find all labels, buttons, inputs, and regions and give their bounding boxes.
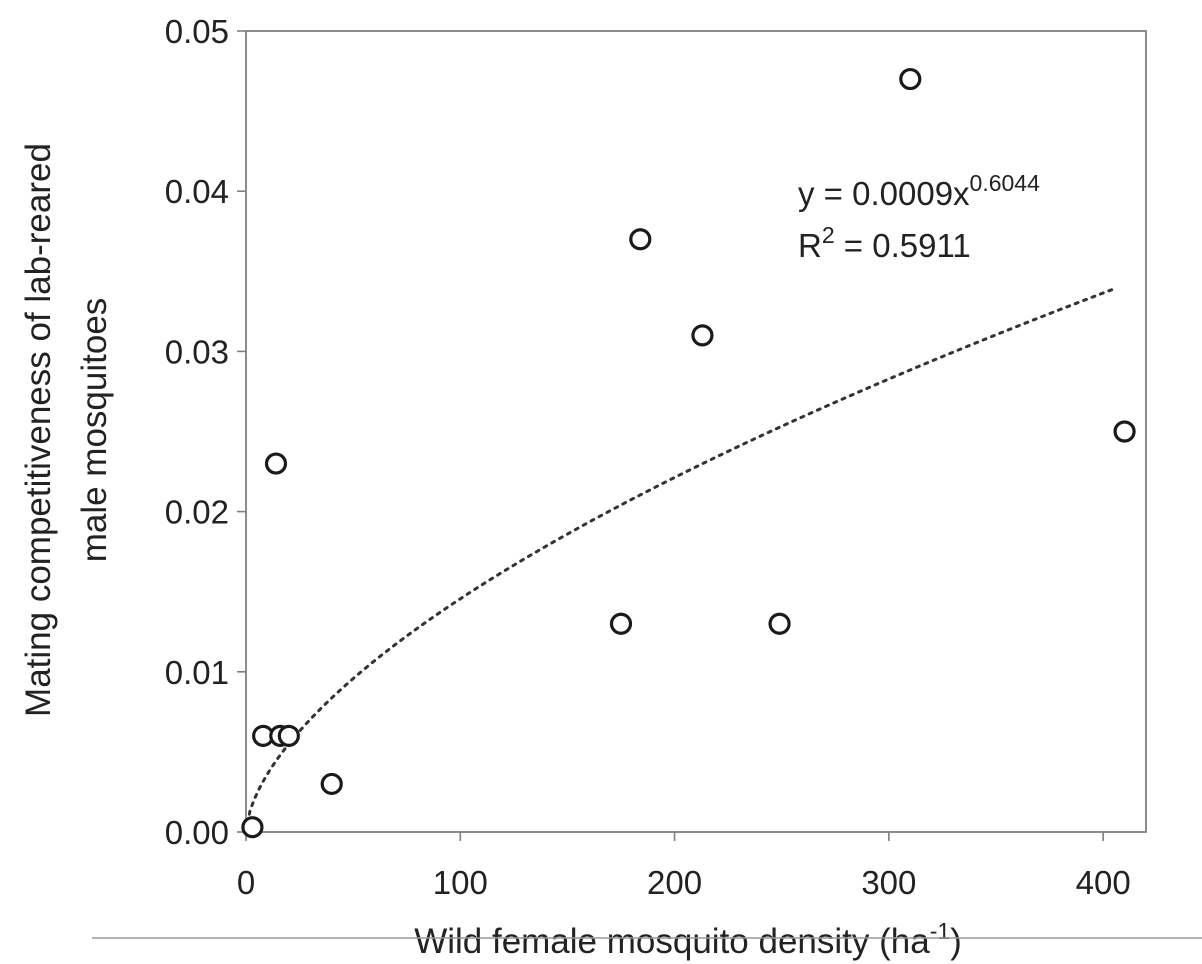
y-axis-title: Mating competitiveness of lab-reared mal… — [19, 143, 114, 717]
axis-ticks: 0 100 200 300 400 0.00 0.01 0.02 0.03 0.04 0.05 — [165, 13, 1131, 901]
equation-base: y = 0.0009x — [798, 175, 970, 212]
r2-exponent: 2 — [822, 222, 835, 248]
plot-frame — [245, 30, 1147, 833]
x-tick-label: 100 — [433, 864, 488, 901]
x-axis-title: Wild female mosquito density (ha-1) — [414, 918, 962, 961]
x-axis-title-end: ) — [950, 922, 962, 961]
y-tick-label: 0.01 — [165, 654, 229, 691]
data-point — [629, 228, 652, 251]
x-axis-title-sup: -1 — [930, 918, 950, 944]
trendline-curve — [244, 287, 1116, 834]
r2-value: = 0.5911 — [835, 227, 971, 264]
y-axis-title-line-1: Mating competitiveness of lab-reared — [19, 143, 58, 717]
y-tick-label: 0.03 — [165, 333, 229, 370]
plot-border — [245, 30, 1147, 833]
data-point — [768, 612, 791, 635]
r2-base: R — [798, 227, 822, 264]
y-axis-title-line-2: male mosquitoes — [75, 298, 114, 563]
x-tick-label: 300 — [861, 864, 916, 901]
data-point — [899, 67, 922, 91]
data-point — [241, 816, 264, 839]
trendline — [244, 287, 1116, 834]
y-tick-label: 0.05 — [165, 13, 229, 50]
data-point — [264, 452, 288, 475]
r-squared-annotation: R2 = 0.5911 — [798, 222, 971, 264]
x-axis-title-main: Wild female mosquito density (ha — [414, 922, 930, 961]
data-point — [609, 612, 633, 635]
y-tick-label: 0.02 — [165, 494, 229, 531]
y-tick-label: 0.00 — [165, 814, 229, 851]
equation-annotation: y = 0.0009x0.6044 — [798, 170, 1040, 212]
data-point — [277, 724, 300, 747]
equation-exponent: 0.6044 — [970, 170, 1041, 196]
data-point — [320, 772, 343, 796]
x-tick-label: 400 — [1076, 864, 1131, 901]
data-point — [691, 324, 714, 347]
data-points — [241, 67, 1136, 839]
x-tick-label: 0 — [237, 864, 255, 901]
data-point — [1113, 420, 1136, 443]
x-tick-label: 200 — [647, 864, 702, 901]
y-tick-label: 0.04 — [165, 173, 229, 210]
